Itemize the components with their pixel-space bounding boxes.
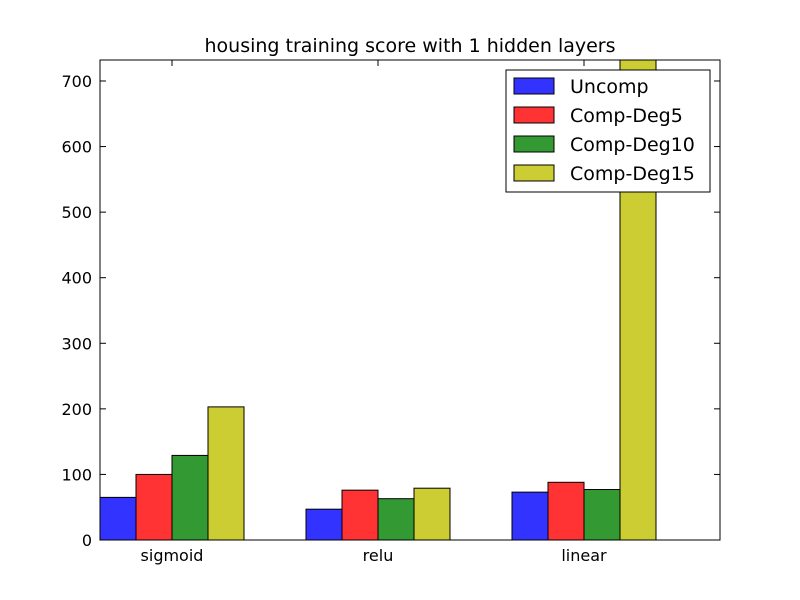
y-tick-label: 100 (61, 465, 92, 484)
legend-label-uncomp: Uncomp (570, 76, 649, 98)
y-tick-label: 200 (61, 400, 92, 419)
chart-title: housing training score with 1 hidden lay… (204, 35, 615, 57)
y-tick-label: 600 (61, 138, 92, 157)
legend-label-comp-deg5: Comp-Deg5 (570, 105, 683, 127)
axes-group: 0 100 200 300 400 500 600 700 sigmoid relu linear (61, 59, 721, 565)
legend-label-comp-deg15: Comp-Deg15 (570, 163, 695, 185)
bar-relu-uncomp (305, 508, 343, 541)
bar-linear-uncomp (511, 491, 549, 541)
legend-swatch-comp-deg10 (513, 135, 555, 153)
bar-relu-comp-deg15 (413, 487, 451, 541)
bars-group (99, 59, 657, 541)
x-tick-label-sigmoid: sigmoid (141, 546, 204, 565)
legend-swatch-comp-deg5 (513, 106, 555, 124)
bar-sigmoid-comp-deg5 (135, 473, 173, 541)
x-tick-label-linear: linear (561, 546, 607, 565)
x-tick-label-relu: relu (363, 546, 394, 565)
y-tick-label: 500 (61, 203, 92, 222)
bar-sigmoid-comp-deg15 (207, 406, 245, 541)
legend-label-comp-deg10: Comp-Deg10 (570, 134, 695, 156)
legend-swatch-comp-deg15 (513, 164, 555, 182)
bar-sigmoid-comp-deg10 (171, 454, 209, 541)
plot-frame (99, 59, 721, 541)
y-tick-label: 700 (61, 72, 92, 91)
legend-swatch-uncomp (513, 77, 555, 95)
legend: Uncomp Comp-Deg5 Comp-Deg10 Comp-Deg15 (505, 69, 711, 193)
y-tick-label: 300 (61, 334, 92, 353)
bar-sigmoid-uncomp (99, 496, 137, 541)
y-tick-label: 400 (61, 269, 92, 288)
bar-relu-comp-deg5 (341, 489, 379, 541)
bar-linear-comp-deg5 (547, 481, 585, 541)
y-tick-label: 0 (82, 531, 92, 550)
bar-relu-comp-deg10 (377, 498, 415, 541)
bar-linear-comp-deg10 (583, 489, 621, 541)
